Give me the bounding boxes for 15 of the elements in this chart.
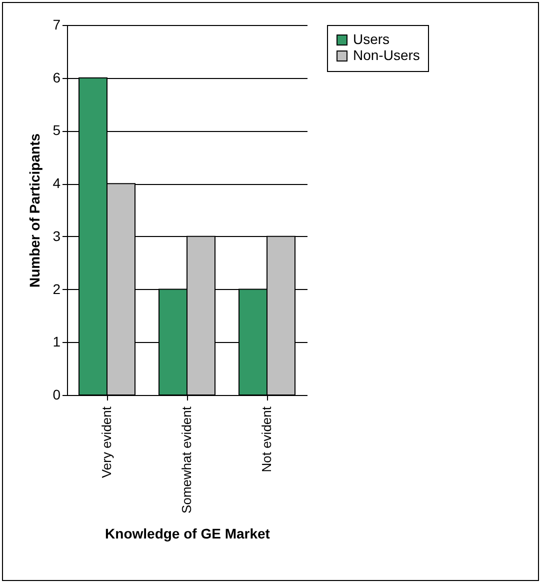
y-tick-label: 3: [52, 228, 61, 244]
x-tick-label: Very evident: [99, 406, 114, 478]
y-tick-label: 5: [52, 122, 61, 138]
x-tick-label: Somewhat evident: [179, 406, 194, 514]
y-tick-label: 7: [52, 16, 61, 32]
x-axis-title: Knowledge of GE Market: [105, 525, 270, 542]
y-tick-label: 6: [52, 69, 61, 86]
y-tick-label: 1: [52, 334, 61, 350]
y-tick-label: 0: [52, 386, 61, 402]
legend-label: Non-Users: [353, 47, 420, 63]
y-tick-label: 4: [52, 175, 61, 192]
y-axis-title: Number of Participants: [26, 133, 43, 288]
y-tick-label: 2: [52, 280, 61, 297]
x-tick-label: Not evident: [259, 406, 274, 472]
legend-label: Users: [353, 31, 390, 47]
